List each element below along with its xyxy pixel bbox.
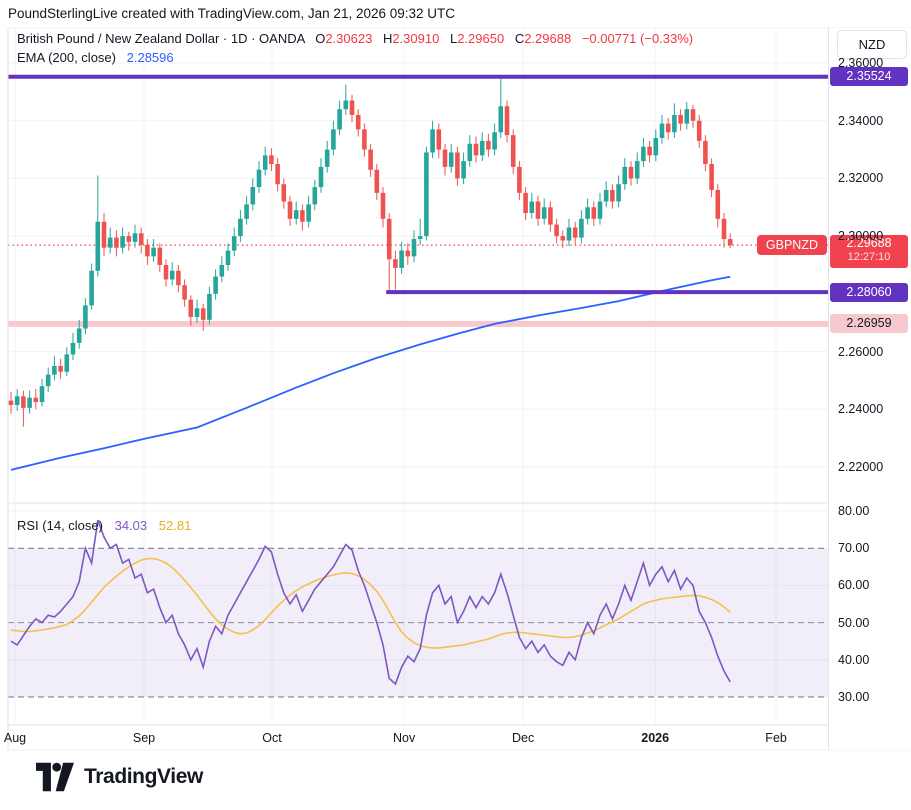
ohlc-high-key: H — [382, 31, 393, 46]
price-line-symbol-label: GBPNZD — [756, 235, 827, 256]
time-axis-label: Feb — [765, 731, 787, 745]
bar-countdown: 12:27:10 — [847, 251, 891, 264]
price-axis-panel[interactable] — [828, 28, 911, 750]
resistance-price-badge: 2.35524 — [830, 67, 908, 87]
ohlc-high-value: 2.30910 — [392, 31, 440, 46]
currency-toggle-button[interactable]: NZD — [837, 30, 907, 59]
rsi-tick-label: 70.00 — [838, 541, 870, 556]
last-price-badge: 2.29688 12:27:10 — [830, 235, 908, 269]
symbol-legend[interactable]: British Pound / New Zealand Dollar · 1D … — [17, 31, 693, 46]
ema-value: 2.28596 — [126, 50, 174, 65]
rsi-tick-label: 60.00 — [838, 578, 870, 593]
price-tick-label: 2.30000 — [838, 229, 884, 244]
rsi-legend[interactable]: RSI (14, close) 34.03 52.81 — [17, 518, 191, 533]
last-price-value: 2.29688 — [846, 236, 892, 251]
support-price-badge: 2.28060 — [830, 282, 908, 302]
tradingview-logo-text: TradingView — [84, 765, 203, 788]
rsi-value: 34.03 — [114, 518, 148, 533]
rsi-tick-label: 30.00 — [838, 690, 870, 704]
ohlc-low-value: 2.29650 — [457, 31, 505, 46]
time-axis-label: Oct — [262, 731, 282, 745]
ema-label: EMA (200, close) — [17, 50, 116, 65]
rsi-tick-label: 50.00 — [838, 615, 870, 630]
price-tick-label: 2.26000 — [838, 344, 884, 359]
change-value: −0.00771 (−0.33%) — [581, 31, 694, 46]
pivot-price-badge: 2.26959 — [830, 314, 908, 334]
time-axis-label: 2026 — [641, 731, 670, 745]
ohlc-low-key: L — [449, 31, 458, 46]
ohlc-close-key: C — [514, 31, 525, 46]
price-tick-label: 2.36000 — [838, 56, 884, 70]
rsi-ma-value: 52.81 — [158, 518, 192, 533]
time-axis-label: Nov — [392, 731, 416, 745]
rsi-tick-label: 40.00 — [838, 652, 870, 667]
ema-legend[interactable]: EMA (200, close) 2.28596 — [17, 50, 174, 65]
price-tick-label: 2.32000 — [838, 171, 884, 186]
tradingview-mark-icon — [36, 762, 74, 792]
price-tick-label: 2.34000 — [838, 113, 884, 128]
time-axis-label: Aug — [3, 731, 27, 745]
symbol-title: British Pound / New Zealand Dollar · 1D … — [17, 31, 305, 46]
ohlc-open-value: 2.30623 — [325, 31, 373, 46]
time-axis-label: Sep — [132, 731, 156, 745]
ohlc-open-key: O — [315, 31, 326, 46]
rsi-label: RSI (14, close) — [17, 518, 103, 533]
price-tick-label: 2.22000 — [838, 460, 884, 474]
tradingview-logo[interactable]: TradingView — [36, 762, 203, 792]
time-axis-label: Dec — [511, 731, 535, 745]
ohlc-close-value: 2.29688 — [524, 31, 572, 46]
price-tick-label: 2.24000 — [838, 402, 884, 417]
attribution-header: PoundSterlingLive created with TradingVi… — [8, 6, 456, 21]
rsi-tick-label: 80.00 — [838, 504, 870, 518]
